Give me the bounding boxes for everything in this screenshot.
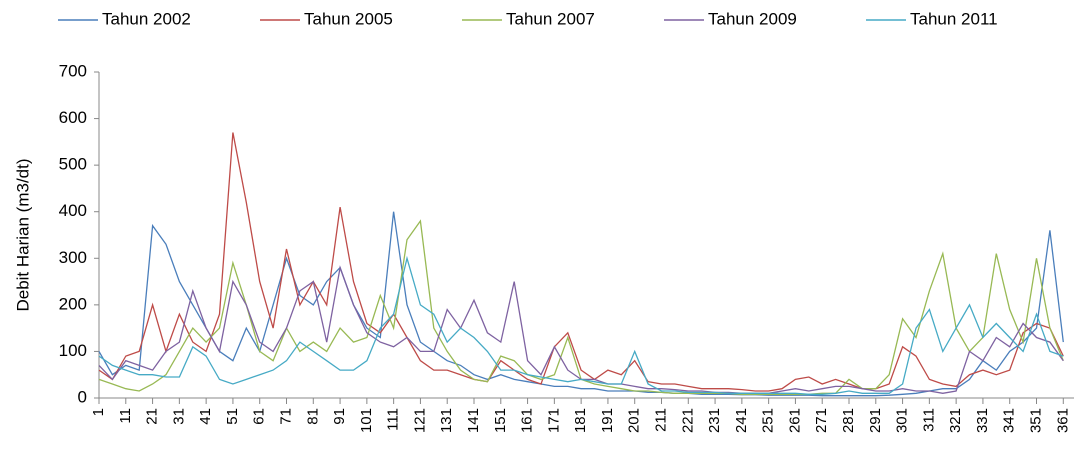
x-tick-label: 31 xyxy=(170,408,187,425)
y-tick-label: 500 xyxy=(59,155,87,174)
y-tick-label: 300 xyxy=(59,248,87,267)
x-tick-label: 351 xyxy=(1027,408,1044,433)
x-tick-label: 321 xyxy=(947,408,964,433)
x-tick-label: 221 xyxy=(679,408,696,433)
x-tick-label: 21 xyxy=(144,408,161,425)
series-line xyxy=(98,219,1064,395)
series-line xyxy=(98,132,1064,392)
x-tick-label: 101 xyxy=(358,408,375,433)
y-tick-label: 600 xyxy=(59,108,87,127)
series-line xyxy=(98,211,1064,397)
x-tick-label: 261 xyxy=(786,408,803,433)
x-tick-label: 151 xyxy=(492,408,509,433)
x-tick-label: 141 xyxy=(465,408,482,433)
x-tick-label: 281 xyxy=(840,408,857,433)
legend-label: Tahun 2009 xyxy=(708,9,797,28)
x-tick-label: 241 xyxy=(733,408,750,433)
y-tick-label: 200 xyxy=(59,294,87,313)
x-tick-label: 121 xyxy=(411,408,428,433)
x-tick-label: 11 xyxy=(117,408,134,424)
legend-label: Tahun 2007 xyxy=(506,9,595,28)
y-tick-label: 100 xyxy=(59,341,87,360)
legend-label: Tahun 2002 xyxy=(102,9,191,28)
x-tick-label: 71 xyxy=(277,408,294,425)
x-tick-label: 191 xyxy=(599,408,616,433)
x-tick-label: 211 xyxy=(652,408,669,432)
legend-label: Tahun 2005 xyxy=(304,9,393,28)
y-tick-label: 0 xyxy=(78,387,87,406)
y-axis-title: Debit Harian (m3/dt) xyxy=(13,158,32,311)
x-tick-label: 171 xyxy=(545,408,562,433)
x-tick-label: 341 xyxy=(1001,408,1018,433)
x-tick-label: 161 xyxy=(519,408,536,433)
x-tick-label: 1 xyxy=(90,408,107,416)
x-tick-label: 91 xyxy=(331,408,348,425)
series-line xyxy=(98,255,1064,395)
x-tick-label: 331 xyxy=(974,408,991,433)
x-tick-label: 301 xyxy=(894,408,911,433)
x-tick-label: 251 xyxy=(760,408,777,433)
x-tick-label: 51 xyxy=(224,408,241,425)
y-tick-label: 400 xyxy=(59,201,87,220)
x-tick-label: 81 xyxy=(304,408,321,425)
x-tick-label: 61 xyxy=(251,408,268,425)
x-tick-label: 271 xyxy=(813,408,830,433)
x-tick-label: 111 xyxy=(385,408,402,431)
legend-label: Tahun 2011 xyxy=(910,9,998,28)
x-tick-label: 131 xyxy=(438,408,455,433)
x-tick-label: 201 xyxy=(626,408,643,433)
x-tick-label: 361 xyxy=(1054,408,1071,433)
y-tick-label: 700 xyxy=(59,61,87,80)
x-tick-label: 311 xyxy=(920,408,937,432)
x-tick-label: 181 xyxy=(572,408,589,433)
x-tick-label: 291 xyxy=(867,408,884,433)
x-tick-label: 41 xyxy=(197,408,214,425)
x-tick-label: 231 xyxy=(706,408,723,433)
